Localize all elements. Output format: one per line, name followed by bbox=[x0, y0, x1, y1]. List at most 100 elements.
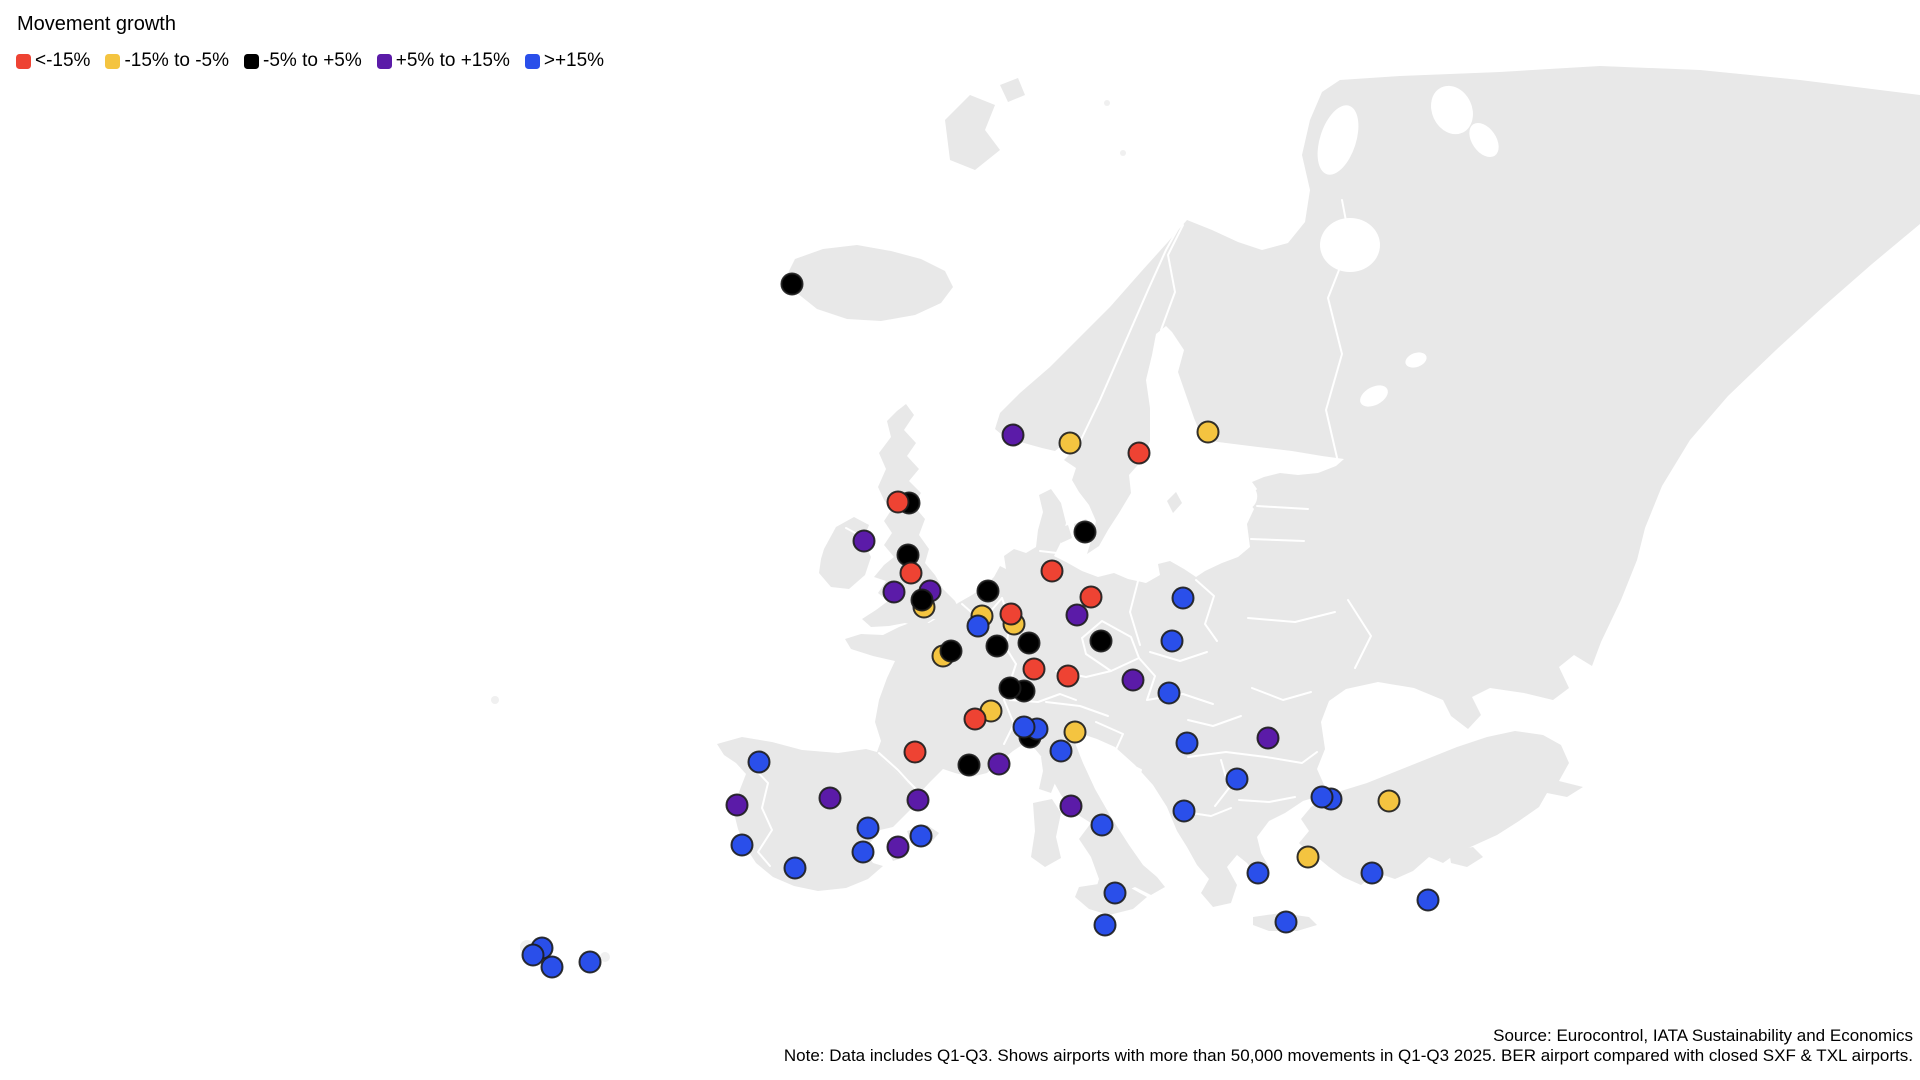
airport-dot bbox=[957, 753, 981, 777]
airport-dot bbox=[1196, 420, 1220, 444]
airport-dot bbox=[856, 816, 880, 840]
airport-dot bbox=[1063, 720, 1087, 744]
legend-item: -5% to +5% bbox=[244, 50, 362, 72]
country-border bbox=[878, 752, 920, 793]
legend-label: <-15% bbox=[35, 50, 91, 71]
country-border bbox=[1195, 579, 1218, 642]
legend-label: >+15% bbox=[543, 50, 605, 71]
airport-dot bbox=[1079, 585, 1103, 609]
country-border bbox=[1251, 687, 1312, 701]
landmass bbox=[862, 404, 961, 627]
landmass bbox=[1031, 799, 1061, 867]
landmass bbox=[1000, 78, 1025, 102]
airport-dot bbox=[1065, 603, 1089, 627]
legend-swatch-icon bbox=[105, 53, 121, 69]
landmass bbox=[1299, 731, 1583, 885]
country-border bbox=[1214, 759, 1230, 807]
small-island bbox=[1104, 100, 1110, 106]
airport-dot bbox=[903, 740, 927, 764]
airport-dot bbox=[1416, 888, 1440, 912]
airport-dot bbox=[730, 833, 754, 857]
country-border bbox=[1325, 199, 1351, 463]
legend-item: >+15% bbox=[524, 50, 605, 72]
airport-dot bbox=[1073, 520, 1097, 544]
airport-dot bbox=[1157, 681, 1181, 705]
airport-dot bbox=[1160, 629, 1184, 653]
airport-dot bbox=[521, 943, 545, 967]
legend-label: +5% to +15% bbox=[395, 50, 510, 71]
airport-dot bbox=[725, 793, 749, 817]
small-island bbox=[491, 696, 499, 704]
airport-dot bbox=[899, 561, 923, 585]
landmass bbox=[717, 737, 928, 891]
legend-swatch-icon bbox=[244, 53, 259, 69]
airport-dot bbox=[939, 639, 963, 663]
legend-item: +5% to +15% bbox=[376, 50, 510, 72]
country-border bbox=[1247, 611, 1336, 623]
note-line: Note: Data includes Q1-Q3. Shows airport… bbox=[783, 1046, 1913, 1065]
airport-dot bbox=[1001, 423, 1025, 447]
country-border bbox=[1149, 651, 1208, 662]
legend-item: -15% to -5% bbox=[105, 50, 229, 72]
sea-inlet bbox=[1317, 105, 1359, 175]
landmass bbox=[845, 66, 1920, 909]
airport-dot bbox=[966, 614, 990, 638]
airport-dot bbox=[1022, 657, 1046, 681]
airport-dot bbox=[1310, 785, 1334, 809]
sea-inlet bbox=[1320, 218, 1380, 272]
airport-dot bbox=[1171, 586, 1195, 610]
airport-dot bbox=[1040, 559, 1064, 583]
country-border bbox=[1250, 538, 1305, 542]
airport-dot bbox=[999, 602, 1023, 626]
airport-dot bbox=[909, 824, 933, 848]
airport-dot bbox=[1225, 767, 1249, 791]
airport-dot bbox=[963, 707, 987, 731]
airport-dot bbox=[851, 840, 875, 864]
airport-dot bbox=[1089, 629, 1113, 653]
airport-dot bbox=[1049, 739, 1073, 763]
legend: <-15% -15% to -5% -5% to +5% +5% to +15% >+1… bbox=[16, 50, 604, 72]
landmass bbox=[819, 517, 871, 589]
sea-inlet bbox=[1405, 352, 1427, 368]
source-line: Source: Eurocontrol, IATA Sustainability… bbox=[1493, 1026, 1913, 1045]
airport-dot bbox=[1274, 910, 1298, 934]
airport-dot bbox=[1172, 799, 1196, 823]
sea-inlet bbox=[1240, 487, 1258, 509]
airport-dot bbox=[852, 529, 876, 553]
airport-dot bbox=[1103, 881, 1127, 905]
airport-dot bbox=[1017, 631, 1041, 655]
landmass bbox=[1167, 492, 1182, 513]
chart-title: Movement growth bbox=[17, 13, 176, 35]
airport-dot bbox=[976, 579, 1000, 603]
airport-dot bbox=[783, 856, 807, 880]
airport-dot bbox=[910, 588, 934, 612]
country-border bbox=[1256, 505, 1309, 510]
footnote: Source: Eurocontrol, IATA Sustainability… bbox=[784, 1026, 1913, 1066]
sea-overlay-layer bbox=[1240, 85, 1499, 509]
land-layer bbox=[491, 66, 1920, 975]
country-border bbox=[1045, 701, 1109, 717]
airport-dot bbox=[1058, 431, 1082, 455]
country-border bbox=[751, 765, 773, 867]
airport-dot bbox=[886, 490, 910, 514]
airport-dot bbox=[886, 835, 910, 859]
landmass bbox=[1039, 751, 1059, 793]
airport-dot bbox=[780, 272, 804, 296]
airport-dot bbox=[1127, 441, 1151, 465]
airport-dot bbox=[1121, 668, 1145, 692]
legend-label: -15% to -5% bbox=[124, 50, 229, 71]
airport-dot bbox=[1090, 813, 1114, 837]
country-border bbox=[1076, 224, 1181, 449]
landmass bbox=[787, 245, 953, 321]
landmass bbox=[1057, 525, 1072, 543]
country-border bbox=[1138, 657, 1156, 701]
airport-dot bbox=[818, 786, 842, 810]
airport-dot bbox=[1093, 913, 1117, 937]
airport-dot bbox=[1175, 731, 1199, 755]
country-border bbox=[1187, 715, 1242, 727]
landmass bbox=[945, 95, 1000, 170]
country-border bbox=[1187, 751, 1318, 764]
airport-dot bbox=[1059, 794, 1083, 818]
